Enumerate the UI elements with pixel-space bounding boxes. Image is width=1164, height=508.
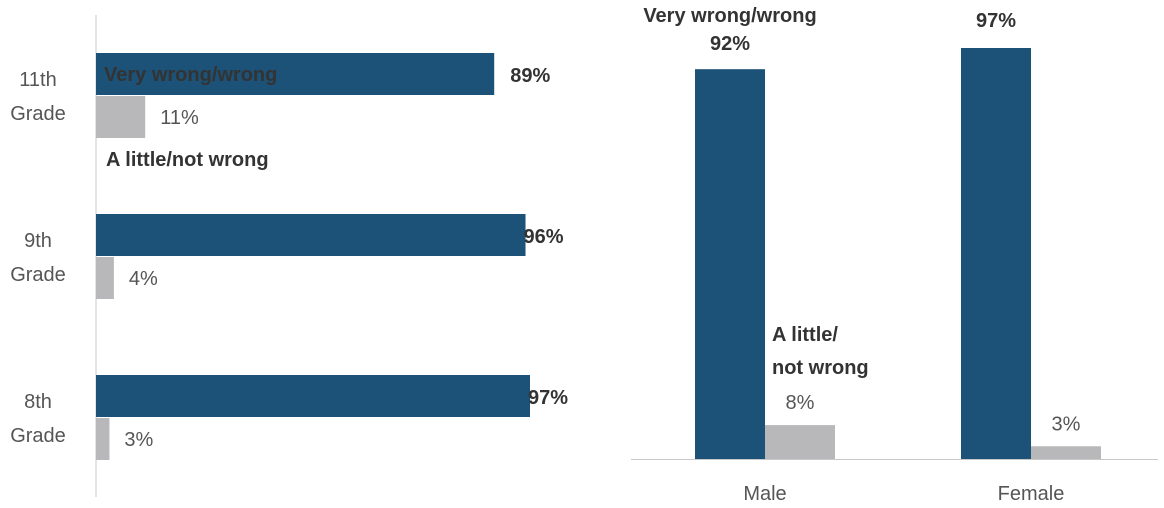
bar-secondary xyxy=(765,425,835,459)
series-label-a-little-not-wrong: A little/not wrong xyxy=(106,149,269,171)
data-label-primary: 92% xyxy=(710,33,750,55)
data-label-secondary: 11% xyxy=(160,107,199,129)
bar-secondary xyxy=(1031,446,1101,459)
category-label-line2: Grade xyxy=(10,103,66,125)
category-label-line2: Grade xyxy=(10,264,66,286)
bar-primary xyxy=(96,214,526,256)
bar-primary xyxy=(695,69,765,459)
category-label: Male xyxy=(743,483,786,505)
data-label-secondary: 3% xyxy=(124,429,153,451)
category-label-line1: 11th xyxy=(19,69,56,91)
series-label-very-wrong-right: Very wrong/wrong xyxy=(643,5,816,27)
bar-primary xyxy=(96,53,495,95)
series-label-not-wrong-line2: not wrong xyxy=(772,357,869,379)
data-label-secondary: 8% xyxy=(786,392,815,414)
grade-category-labels: 11th Grade 9th Grade 8th Grade xyxy=(10,69,66,447)
category-label: Female xyxy=(998,483,1065,505)
data-label-primary: 97% xyxy=(528,387,568,409)
bar-primary xyxy=(96,375,530,417)
category-label-line2: Grade xyxy=(10,425,66,447)
category-label-line1: 8th xyxy=(24,391,52,413)
bar-secondary xyxy=(96,96,146,138)
bar-secondary xyxy=(96,257,114,299)
grade-bars xyxy=(96,53,530,460)
data-label-secondary: 3% xyxy=(1052,413,1081,435)
data-label-primary: 96% xyxy=(524,226,564,248)
grade-horizontal-bar-chart: 11th Grade 9th Grade 8th Grade 89% 11% 96% 4% 97%… xyxy=(10,15,568,497)
gender-category-labels: Male Female xyxy=(743,483,1064,505)
data-label-primary: 97% xyxy=(976,10,1016,32)
category-label-line1: 9th xyxy=(24,230,52,252)
gender-data-labels: 8% 3% 92% 97% xyxy=(710,10,1081,435)
bar-primary xyxy=(961,48,1031,459)
series-label-a-little-line1: A little/ xyxy=(772,324,838,346)
data-label-primary: 89% xyxy=(510,65,550,87)
series-label-very-wrong: Very wrong/wrong xyxy=(104,64,277,86)
bar-secondary xyxy=(96,418,110,460)
gender-vertical-bar-chart: Male Female 8% 3% 92% 97% Very wrong/wrong A… xyxy=(631,5,1158,505)
gender-bars xyxy=(695,48,1101,459)
grade-data-labels: 89% 11% 96% 4% 97% 3% xyxy=(124,65,568,451)
data-label-secondary: 4% xyxy=(129,268,158,290)
